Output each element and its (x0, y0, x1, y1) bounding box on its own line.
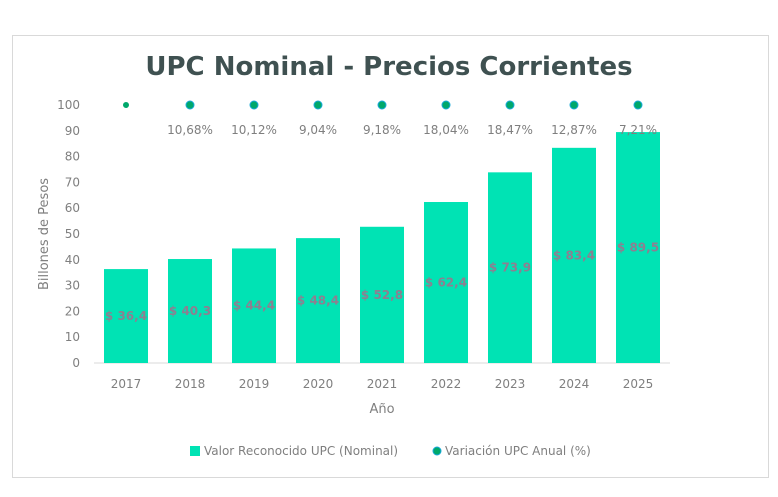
bar (616, 132, 660, 363)
y-tick-label: 40 (65, 253, 80, 267)
y-axis-label: Billones de Pesos (37, 178, 52, 290)
legend-bar-label: Valor Reconocido UPC (Nominal) (204, 444, 398, 458)
variation-data-label: 9,18% (363, 123, 401, 137)
variation-data-label: 10,12% (231, 123, 277, 137)
variation-data-label: 18,47% (487, 123, 533, 137)
y-tick-label: 10 (65, 330, 80, 344)
y-tick-label: 70 (65, 175, 80, 189)
variation-dot (505, 100, 515, 110)
x-tick-label: 2025 (623, 377, 654, 391)
x-tick-label: 2024 (559, 377, 590, 391)
variation-dot (441, 100, 451, 110)
x-tick-label: 2021 (367, 377, 398, 391)
variation-data-label: 18,04% (423, 123, 469, 137)
y-tick-label: 50 (65, 227, 80, 241)
legend-bar-swatch (190, 446, 200, 456)
variation-dot (569, 100, 579, 110)
x-axis-label: Año (369, 402, 394, 417)
bar (296, 238, 340, 363)
variation-dot (633, 100, 643, 110)
bar (552, 147, 596, 363)
y-tick-label: 80 (65, 150, 80, 164)
bar-data-label: $ 73,9 (489, 261, 531, 275)
bar-data-label: $ 89,5 (617, 241, 659, 255)
bar-data-label: $ 44,4 (233, 299, 275, 313)
variation-dot (377, 100, 387, 110)
x-tick-label: 2017 (111, 377, 142, 391)
bar (168, 259, 212, 363)
variation-dot (123, 102, 129, 108)
bar-data-label: $ 48,4 (297, 294, 339, 308)
x-tick-label: 2023 (495, 377, 526, 391)
variation-data-label: 12,87% (551, 123, 597, 137)
bar-data-label: $ 83,4 (553, 248, 595, 262)
x-tick-label: 2018 (175, 377, 206, 391)
bar (232, 248, 276, 363)
variation-data-label: 9,04% (299, 123, 337, 137)
legend-dot-swatch (432, 446, 442, 456)
bar (488, 172, 532, 363)
chart-frame (12, 35, 769, 478)
bar (424, 202, 468, 363)
variation-dot (313, 100, 323, 110)
y-tick-label: 30 (65, 279, 80, 293)
y-tick-label: 0 (72, 356, 80, 370)
variation-dot (249, 100, 259, 110)
bar (104, 269, 148, 363)
y-tick-label: 60 (65, 201, 80, 215)
variation-dot (185, 100, 195, 110)
bar (360, 226, 404, 363)
bar-data-label: $ 52,8 (361, 288, 403, 302)
chart-title: UPC Nominal - Precios Corrientes (145, 52, 632, 82)
bar-data-label: $ 62,4 (425, 276, 467, 290)
x-tick-label: 2020 (303, 377, 334, 391)
bar-data-label: $ 40,3 (169, 304, 211, 318)
x-tick-label: 2019 (239, 377, 270, 391)
variation-data-label: 7,21% (619, 123, 657, 137)
y-tick-label: 20 (65, 304, 80, 318)
y-tick-label: 100 (57, 98, 80, 112)
y-tick-label: 90 (65, 124, 80, 138)
variation-data-label: 10,68% (167, 123, 213, 137)
bar-data-label: $ 36,4 (105, 309, 147, 323)
x-tick-label: 2022 (431, 377, 462, 391)
legend-dot-label: Variación UPC Anual (%) (445, 444, 591, 458)
